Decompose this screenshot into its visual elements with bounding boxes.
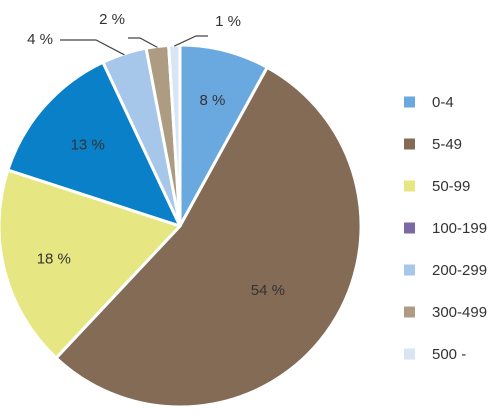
- slice-label: 13 %: [71, 137, 105, 154]
- legend-label: 300-499: [432, 304, 487, 321]
- legend-label: 500 -: [432, 346, 466, 363]
- legend-swatch: [404, 180, 415, 192]
- slice-labels: 8 % 54 % 18 % 13 % 4 % 2 % 1 %: [27, 11, 285, 299]
- legend-swatch: [404, 264, 415, 276]
- leader-line: [60, 39, 125, 56]
- legend: 0-4 5-49 50-99 100-199 200-299 300-499 500 -: [404, 94, 487, 363]
- leader-line: [174, 35, 208, 47]
- pie-slice-100-199: [6, 60, 182, 228]
- legend-swatch: [404, 306, 415, 318]
- pie-slice-5-49: [54, 65, 363, 409]
- slice-label: 8 %: [199, 92, 225, 109]
- slice-label: 1 %: [215, 13, 241, 30]
- legend-label: 5-49: [432, 136, 462, 153]
- legend-label: 200-299: [432, 262, 487, 279]
- legend-label: 50-99: [432, 178, 470, 195]
- slice-label: 18 %: [37, 250, 71, 267]
- legend-swatch: [404, 96, 415, 108]
- legend-label: 100-199: [432, 220, 487, 237]
- legend-swatch: [404, 222, 415, 234]
- slice-label: 2 %: [99, 11, 125, 28]
- slice-label: 4 %: [27, 31, 53, 48]
- pie-slice-0-4: [178, 43, 269, 228]
- pie-slice-500: [167, 43, 182, 228]
- leader-lines: [60, 35, 208, 56]
- legend-swatch: [404, 138, 415, 150]
- legend-label: 0-4: [432, 94, 454, 111]
- leader-line: [128, 37, 158, 48]
- legend-swatch: [404, 348, 415, 360]
- pie-slices: [0, 43, 363, 409]
- pie-slice-50-99: [0, 168, 182, 360]
- slice-label: 54 %: [251, 282, 285, 299]
